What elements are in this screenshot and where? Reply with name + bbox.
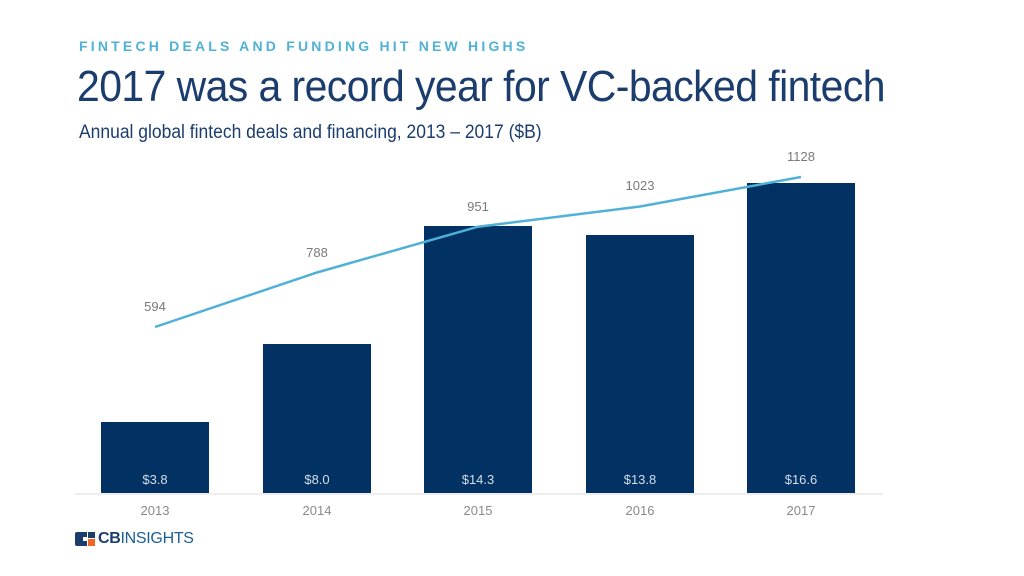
bar-value-label: $16.6 <box>784 472 818 487</box>
bar-value-label: $3.8 <box>142 472 168 487</box>
x-axis-tick-label: 2014 <box>302 503 332 518</box>
deal-count-label: 788 <box>306 244 328 260</box>
x-axis-tick-label: 2017 <box>786 503 816 518</box>
cb-insights-logo: CBINSIGHTS <box>75 530 194 548</box>
eyebrow-heading: FINTECH DEALS AND FUNDING HIT NEW HIGHS <box>79 38 529 54</box>
deal-count-label: 594 <box>144 299 166 314</box>
bar-2016 <box>586 235 694 493</box>
bar-2015 <box>424 226 532 493</box>
bar-value-label: $14.3 <box>461 472 495 487</box>
x-axis-line <box>75 493 883 495</box>
x-axis-tick-label: 2015 <box>463 503 493 518</box>
deal-count-label: 951 <box>467 198 489 214</box>
deal-count-label: 1023 <box>625 178 655 194</box>
chart-subtitle: Annual global fintech deals and financin… <box>79 122 542 143</box>
bar-value-label: $8.0 <box>304 472 330 487</box>
logo-text-light: INSIGHTS <box>120 530 194 547</box>
page-title: 2017 was a record year for VC-backed fin… <box>77 62 885 111</box>
x-axis-tick-label: 2016 <box>625 503 655 518</box>
bar-value-label: $13.8 <box>623 472 657 487</box>
bar-2017 <box>747 183 855 493</box>
logo-text-bold: CB <box>98 530 121 547</box>
bar-2014 <box>263 343 371 493</box>
x-axis-tick-label: 2013 <box>140 503 170 518</box>
bar-2013 <box>101 422 209 493</box>
cb-insights-logo-icon <box>75 532 95 546</box>
deal-count-label: 1128 <box>787 149 815 164</box>
